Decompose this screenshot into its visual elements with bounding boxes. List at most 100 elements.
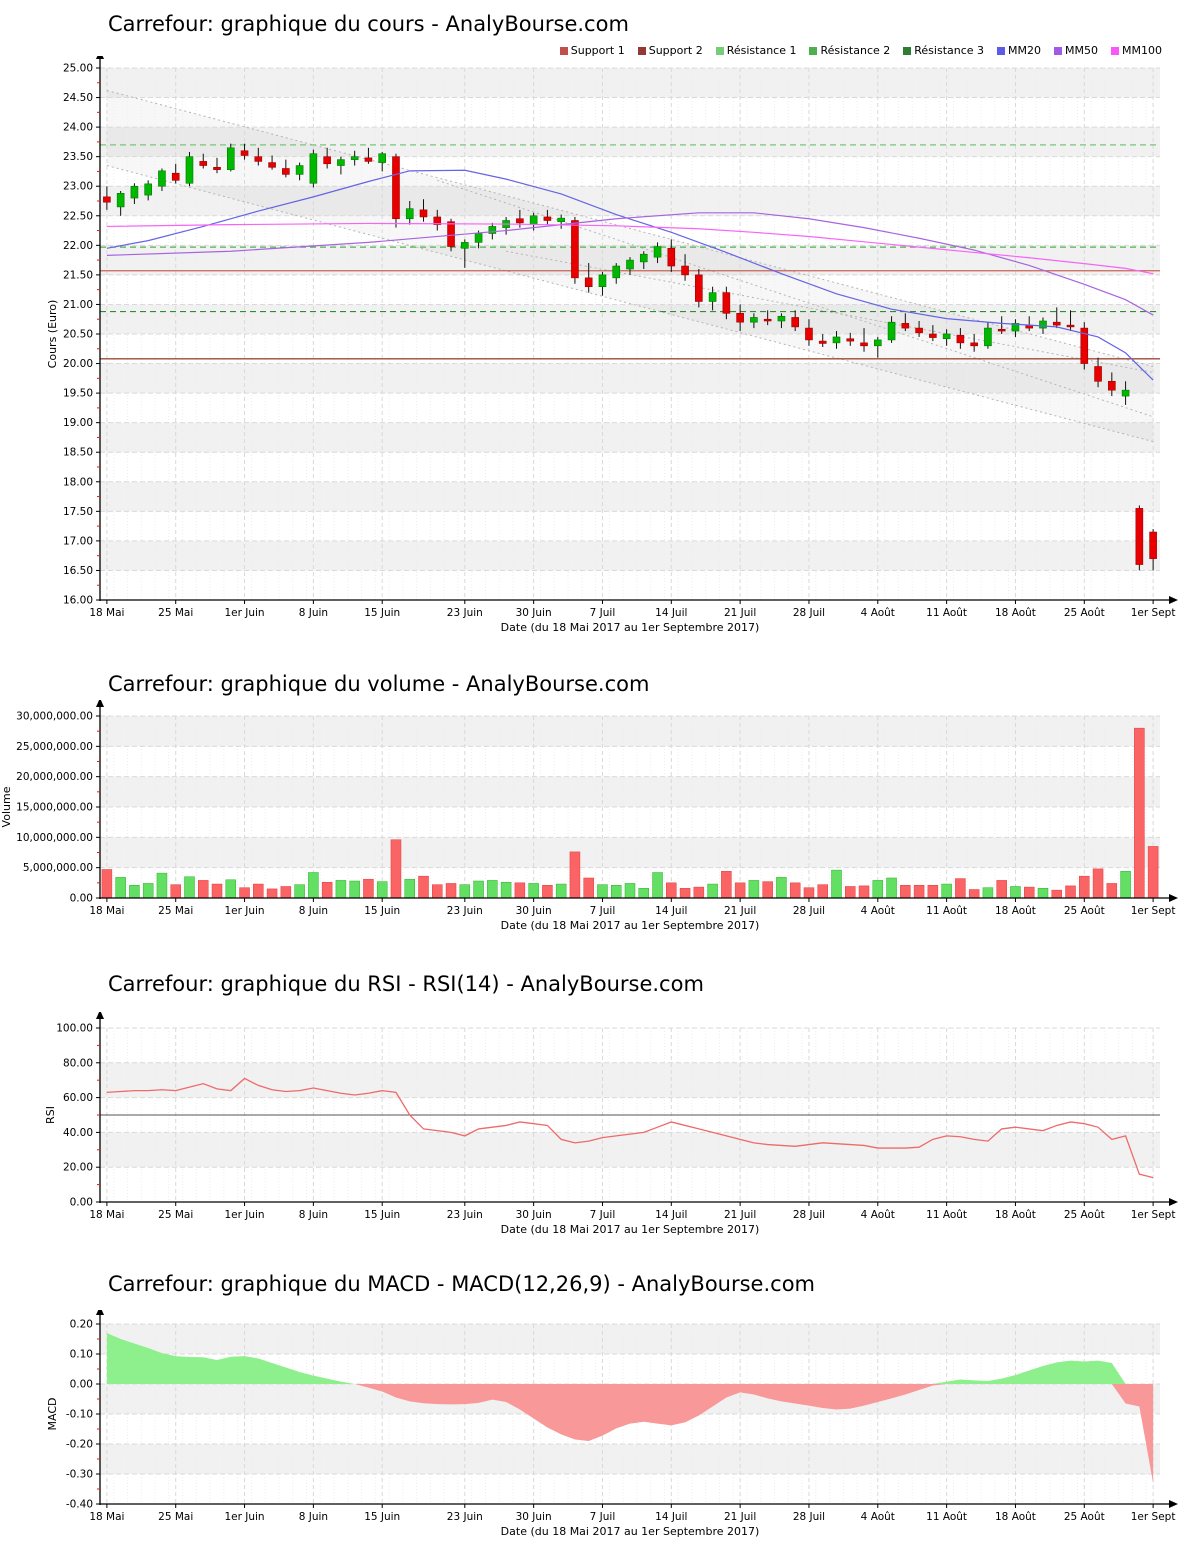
y-axis-arrow-icon [96, 1310, 104, 1315]
axes: 0.00 20.00 40.00 60.00 80.00 100.00 18 Mai 25 M… [44, 1012, 1178, 1236]
svg-text:20.00: 20.00 [63, 358, 93, 370]
svg-text:24.00: 24.00 [63, 122, 93, 134]
legend-label: Résistance 3 [914, 44, 985, 57]
svg-text:28 Juil: 28 Juil [793, 905, 825, 917]
svg-text:18 Août: 18 Août [995, 905, 1036, 917]
svg-text:Date (du 18 Mai 2017 au 1er Se: Date (du 18 Mai 2017 au 1er Septembre 20… [501, 1223, 760, 1236]
svg-text:11 Août: 11 Août [926, 1209, 967, 1221]
x-axis-arrow-icon [1169, 1198, 1178, 1206]
svg-text:4 Août: 4 Août [861, 1209, 895, 1221]
legend-item: MM100 [1111, 44, 1162, 57]
legend-label: Support 2 [648, 44, 703, 57]
rsi-chart-title: Carrefour: graphique du RSI - RSI(14) - … [108, 972, 704, 996]
svg-text:7 Juil: 7 Juil [590, 1511, 616, 1523]
svg-text:30,000,000.00: 30,000,000.00 [16, 711, 93, 723]
svg-text:19.50: 19.50 [63, 388, 93, 400]
svg-text:30 Juin: 30 Juin [516, 607, 552, 619]
svg-text:25,000,000.00: 25,000,000.00 [16, 741, 93, 753]
svg-text:RSI: RSI [44, 1106, 57, 1124]
svg-text:1er Juin: 1er Juin [224, 1511, 264, 1523]
svg-text:20.00: 20.00 [63, 1162, 93, 1174]
svg-text:23 Juin: 23 Juin [447, 905, 483, 917]
svg-text:30 Juin: 30 Juin [516, 1209, 552, 1221]
price-chart-title: Carrefour: graphique du cours - AnalyBou… [108, 12, 629, 36]
svg-text:14 Juil: 14 Juil [655, 607, 687, 619]
legend-label: MM100 [1122, 44, 1162, 57]
x-axis-arrow-icon [1169, 1500, 1178, 1508]
svg-text:8 Juin: 8 Juin [299, 905, 328, 917]
svg-text:7 Juil: 7 Juil [590, 905, 616, 917]
price-chart: 16.00 16.50 17.00 17.50 18.00 18.50 19.00 19.50… [46, 56, 1178, 634]
svg-text:25 Mai: 25 Mai [158, 607, 193, 619]
svg-text:8 Juin: 8 Juin [299, 1511, 328, 1523]
svg-text:1er Sept: 1er Sept [1131, 607, 1176, 619]
svg-text:4 Août: 4 Août [861, 1511, 895, 1523]
price-chart-legend: Support 1 Support 2 Résistance 1 Résistance… [440, 44, 1162, 57]
axes: 16.00 16.50 17.00 17.50 18.00 18.50 19.00 19.50… [46, 56, 1178, 634]
svg-text:1er Juin: 1er Juin [224, 607, 264, 619]
svg-text:18.00: 18.00 [63, 476, 93, 488]
axes: 0.00 5,000,000.00 10,000,000.00 15,000,000.… [0, 700, 1178, 932]
macd-positive-area [106, 1333, 1154, 1384]
svg-text:16.50: 16.50 [63, 565, 93, 577]
svg-text:14 Juil: 14 Juil [655, 1209, 687, 1221]
volume-chart-title: Carrefour: graphique du volume - AnalyBo… [108, 672, 650, 696]
svg-text:Date (du 18 Mai 2017 au 1er Se: Date (du 18 Mai 2017 au 1er Septembre 20… [501, 1525, 760, 1538]
svg-text:17.50: 17.50 [63, 506, 93, 518]
svg-text:Date (du 18 Mai 2017 au 1er Se: Date (du 18 Mai 2017 au 1er Septembre 20… [501, 621, 760, 634]
svg-text:28 Juil: 28 Juil [793, 607, 825, 619]
svg-text:25 Août: 25 Août [1064, 1209, 1105, 1221]
svg-text:0.00: 0.00 [70, 893, 93, 905]
svg-text:28 Juil: 28 Juil [793, 1511, 825, 1523]
svg-text:MACD: MACD [46, 1398, 59, 1431]
svg-text:7 Juil: 7 Juil [590, 1209, 616, 1221]
svg-text:21 Juil: 21 Juil [724, 1511, 756, 1523]
svg-text:25 Mai: 25 Mai [158, 1511, 193, 1523]
svg-text:4 Août: 4 Août [861, 607, 895, 619]
volume-chart: 0.00 5,000,000.00 10,000,000.00 15,000,000.… [0, 700, 1178, 932]
legend-item: MM20 [997, 44, 1041, 57]
svg-text:23.00: 23.00 [63, 181, 93, 193]
mm100-line [106, 222, 1154, 275]
x-axis-arrow-icon [1169, 894, 1178, 902]
legend-label: MM50 [1065, 44, 1099, 57]
svg-text:1er Sept: 1er Sept [1131, 1209, 1176, 1221]
svg-text:18.50: 18.50 [63, 447, 93, 459]
svg-text:23 Juin: 23 Juin [447, 1209, 483, 1221]
svg-text:-0.30: -0.30 [66, 1469, 93, 1481]
svg-text:25 Août: 25 Août [1064, 1511, 1105, 1523]
mm50-line [106, 212, 1154, 316]
svg-text:11 Août: 11 Août [926, 607, 967, 619]
svg-text:25 Août: 25 Août [1064, 905, 1105, 917]
rsi-chart: 0.00 20.00 40.00 60.00 80.00 100.00 18 Mai 25 M… [44, 1012, 1178, 1236]
svg-text:18 Mai: 18 Mai [89, 1209, 124, 1221]
y-axis-arrow-icon [96, 700, 104, 707]
svg-text:8 Juin: 8 Juin [299, 607, 328, 619]
svg-text:0.10: 0.10 [70, 1349, 93, 1361]
x-axis-arrow-icon [1169, 596, 1178, 604]
svg-text:18 Mai: 18 Mai [89, 607, 124, 619]
legend-item: Support 2 [637, 44, 703, 57]
mm20-line [106, 169, 1154, 381]
background-bands [100, 716, 1160, 868]
background-bands [100, 68, 1160, 571]
background-bands [100, 1062, 1160, 1168]
legend-swatch-icon [1111, 46, 1120, 55]
svg-text:8 Juin: 8 Juin [299, 1209, 328, 1221]
svg-text:18 Mai: 18 Mai [89, 905, 124, 917]
macd-chart-title: Carrefour: graphique du MACD - MACD(12,2… [108, 1272, 815, 1296]
svg-text:21 Juil: 21 Juil [724, 1209, 756, 1221]
legend-swatch-icon [903, 46, 912, 55]
svg-text:-0.20: -0.20 [66, 1439, 93, 1451]
legend-swatch-icon [809, 46, 818, 55]
svg-text:11 Août: 11 Août [926, 1511, 967, 1523]
svg-text:4 Août: 4 Août [861, 905, 895, 917]
svg-text:0.20: 0.20 [70, 1319, 93, 1331]
svg-text:18 Août: 18 Août [995, 1511, 1036, 1523]
svg-text:Date (du 18 Mai 2017 au 1er Se: Date (du 18 Mai 2017 au 1er Septembre 20… [501, 919, 760, 932]
legend-label: Résistance 2 [820, 44, 891, 57]
svg-text:28 Juil: 28 Juil [793, 1209, 825, 1221]
legend-swatch-icon [997, 46, 1006, 55]
svg-text:25 Mai: 25 Mai [158, 1209, 193, 1221]
svg-text:Volume: Volume [0, 786, 13, 827]
